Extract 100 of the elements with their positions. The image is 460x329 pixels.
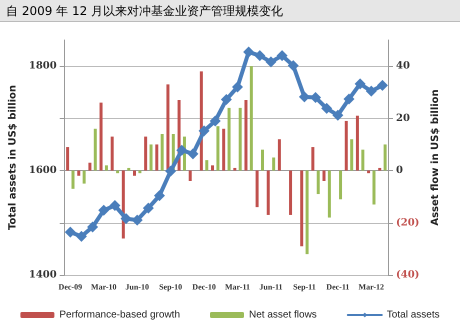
bar bbox=[322, 170, 326, 181]
bar bbox=[216, 126, 220, 171]
y2-tick-label: (20) bbox=[396, 217, 420, 228]
point bbox=[343, 94, 354, 105]
y-tick-label: 1600 bbox=[28, 165, 57, 176]
point bbox=[109, 200, 120, 212]
point bbox=[76, 230, 87, 242]
point bbox=[254, 50, 266, 62]
bar bbox=[100, 102, 103, 171]
x-tick-label: Dec-11 bbox=[326, 282, 350, 292]
y-tick-label: 1800 bbox=[28, 60, 57, 72]
bar bbox=[344, 120, 348, 171]
y2-tick-label: 40 bbox=[396, 60, 410, 72]
bar bbox=[116, 170, 120, 174]
point bbox=[298, 91, 310, 102]
x-tick-label: Mar-10 bbox=[91, 282, 116, 292]
y2-tick-label: (40) bbox=[396, 270, 420, 280]
bar bbox=[94, 128, 97, 171]
bar bbox=[316, 170, 320, 194]
point bbox=[98, 204, 110, 216]
bar bbox=[300, 170, 304, 246]
bar bbox=[367, 170, 370, 174]
bar bbox=[339, 170, 342, 200]
bar bbox=[306, 170, 309, 254]
point bbox=[132, 214, 143, 226]
point bbox=[354, 78, 366, 90]
bar bbox=[289, 170, 292, 215]
bar bbox=[266, 170, 270, 215]
legend-label: Net asset flows bbox=[249, 310, 317, 320]
x-tick-label: Mar-12 bbox=[358, 282, 384, 292]
point bbox=[165, 166, 176, 177]
bar bbox=[155, 144, 158, 171]
point bbox=[376, 80, 388, 91]
point bbox=[310, 92, 322, 103]
point bbox=[210, 115, 221, 126]
bar bbox=[250, 66, 253, 171]
bar bbox=[72, 170, 75, 189]
x-tick-label: Dec-10 bbox=[192, 282, 216, 292]
bar bbox=[261, 150, 264, 171]
bar bbox=[211, 165, 214, 171]
point bbox=[288, 60, 299, 72]
point bbox=[332, 110, 344, 121]
legend-label: Total assets bbox=[386, 310, 440, 320]
bar bbox=[104, 165, 108, 171]
bar bbox=[132, 170, 136, 176]
bar bbox=[311, 147, 314, 171]
bar bbox=[350, 139, 354, 171]
bar bbox=[150, 144, 153, 171]
point bbox=[187, 148, 198, 160]
point bbox=[154, 190, 165, 202]
chart-title: 自 2009 年 12 月以来对冲基金业资产管理规模变化 bbox=[0, 0, 460, 22]
bar bbox=[356, 116, 359, 171]
bar bbox=[228, 108, 231, 171]
bar bbox=[361, 150, 364, 171]
bar bbox=[222, 128, 226, 171]
x-tick-label: Jun-11 bbox=[259, 282, 283, 292]
y-tick-label: 1400 bbox=[28, 270, 57, 280]
bar bbox=[160, 134, 164, 171]
point bbox=[276, 50, 288, 62]
bar bbox=[278, 139, 281, 171]
bar bbox=[256, 170, 259, 208]
bar bbox=[372, 170, 376, 204]
bar bbox=[138, 170, 142, 174]
bar bbox=[272, 158, 276, 171]
x-tick-label: Sep-10 bbox=[159, 282, 182, 292]
point bbox=[87, 221, 98, 232]
x-tick-label: Sep-11 bbox=[293, 282, 316, 292]
y2-tick-label: 20 bbox=[396, 112, 410, 124]
bar bbox=[166, 84, 170, 171]
point bbox=[321, 102, 332, 114]
point bbox=[265, 56, 276, 68]
point bbox=[243, 46, 254, 58]
bar bbox=[66, 147, 70, 171]
bar bbox=[328, 170, 331, 218]
bar bbox=[384, 144, 387, 171]
point bbox=[176, 144, 188, 156]
bar bbox=[244, 100, 248, 171]
bar bbox=[238, 108, 242, 171]
bar bbox=[378, 168, 382, 171]
bar bbox=[188, 170, 192, 181]
x-tick-label: Jun-10 bbox=[125, 282, 149, 292]
x-tick-label: Mar-11 bbox=[225, 282, 250, 292]
legend-label: Performance-based growth bbox=[59, 310, 180, 320]
bar bbox=[127, 168, 130, 171]
bar bbox=[233, 168, 236, 171]
point bbox=[120, 213, 132, 224]
bar bbox=[110, 136, 114, 171]
point bbox=[64, 226, 76, 238]
point bbox=[198, 125, 210, 136]
point bbox=[232, 82, 244, 92]
bar bbox=[77, 170, 80, 176]
bar bbox=[82, 170, 86, 184]
point bbox=[142, 202, 154, 214]
y-axis-title: Total assets in US$ billion bbox=[8, 84, 18, 230]
bar bbox=[144, 136, 148, 171]
y2-tick-label: 0 bbox=[396, 165, 403, 176]
y2-axis-title: Asset flow in US$ billion bbox=[430, 89, 441, 226]
point bbox=[220, 94, 232, 106]
bar bbox=[88, 162, 92, 171]
bar bbox=[205, 160, 208, 171]
